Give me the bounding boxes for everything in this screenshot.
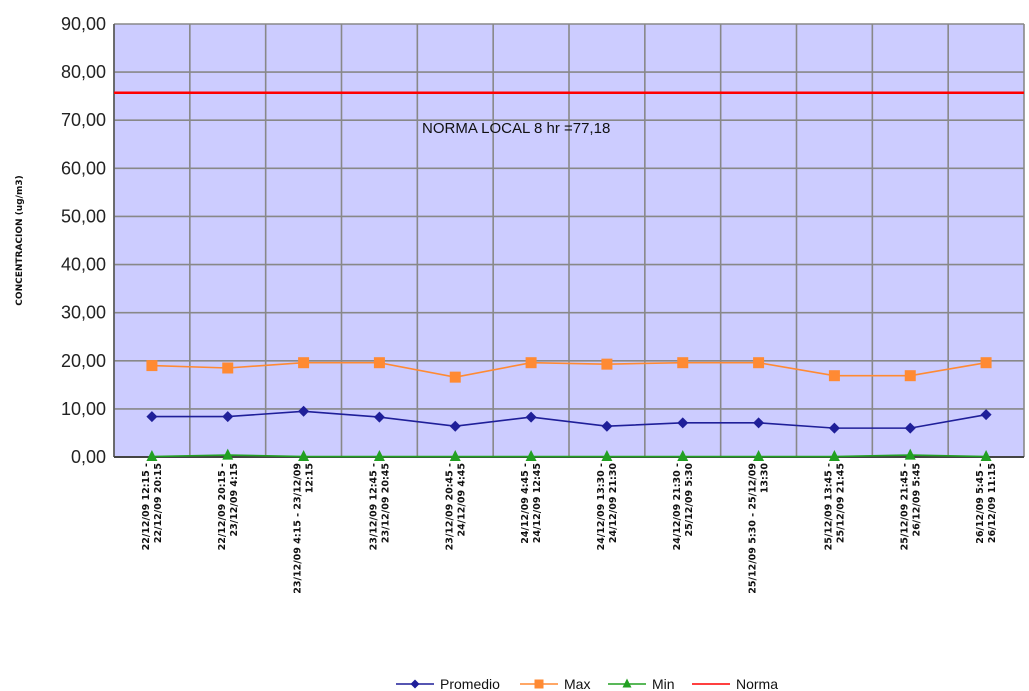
series-max — [146, 357, 992, 383]
data-point — [677, 357, 689, 369]
data-point — [828, 422, 840, 434]
data-point — [601, 450, 613, 462]
y-tick-label: 10,00 — [61, 399, 106, 419]
data-point — [410, 679, 420, 689]
x-tick-label: 25/12/09 13:45 -25/12/09 21:45 — [823, 463, 846, 550]
svg-text:26/12/09 5:45 -26/12/09 11:15: 26/12/09 5:45 -26/12/09 11:15 — [975, 463, 998, 544]
data-point — [146, 360, 158, 372]
series-min — [146, 448, 992, 462]
data-point — [222, 448, 234, 460]
x-tick-label: 25/12/09 5:30 - 25/12/0913:30 — [748, 463, 771, 594]
data-point — [449, 450, 461, 462]
data-point — [980, 450, 992, 462]
data-point — [298, 405, 310, 417]
y-axis: 0,00 10,00 20,00 30,00 40,00 50,00 60,00 70,00 8… — [15, 14, 115, 467]
svg-text:23/12/09 12:45 -23/12/09 20:45: 23/12/09 12:45 -23/12/09 20:45 — [368, 463, 391, 550]
y-tick-label: 80,00 — [61, 62, 106, 82]
data-point — [828, 450, 840, 462]
svg-text:22/12/09 20:15 -23/12/09 4:15: 22/12/09 20:15 -23/12/09 4:15 — [217, 463, 240, 550]
data-point — [373, 411, 385, 423]
data-point — [753, 417, 765, 429]
y-tick-label: 30,00 — [61, 303, 106, 323]
legend-label: Norma — [736, 676, 778, 691]
y-tick-label: 0,00 — [71, 447, 106, 467]
series-promedio — [146, 405, 992, 434]
y-tick-label: 40,00 — [61, 255, 106, 275]
y-tick-label: 70,00 — [61, 110, 106, 130]
data-point — [222, 362, 234, 374]
series-layer — [146, 357, 992, 462]
legend-item-min: Min — [608, 676, 675, 691]
legend: Promedio Max Min Norma — [396, 676, 778, 691]
data-point — [753, 450, 765, 462]
data-point — [980, 409, 992, 421]
legend-label: Min — [652, 676, 675, 691]
x-tick-label: 22/12/09 12:15 -22/12/09 20:15 — [141, 463, 164, 550]
data-point — [525, 357, 537, 369]
data-point — [146, 411, 158, 423]
series-line — [151, 410, 987, 429]
data-point — [622, 678, 632, 688]
x-tick-label: 24/12/09 13:30 -24/12/09 21:30 — [596, 463, 619, 551]
y-axis-title: CONCENTRACION (ug/m3) — [15, 175, 25, 305]
svg-text:25/12/09 21:45 -26/12/09 5:45: 25/12/09 21:45 -26/12/09 5:45 — [899, 463, 922, 550]
data-point — [980, 357, 992, 369]
svg-text:24/12/09 21:30 -25/12/09 5:30: 24/12/09 21:30 -25/12/09 5:30 — [672, 463, 695, 551]
y-tick-label: 90,00 — [61, 14, 106, 34]
data-point — [525, 411, 537, 423]
svg-text:22/12/09 12:15 -22/12/09 20:15: 22/12/09 12:15 -22/12/09 20:15 — [141, 463, 164, 550]
svg-text:25/12/09 13:45 -25/12/09 21:45: 25/12/09 13:45 -25/12/09 21:45 — [823, 463, 846, 550]
legend-item-max: Max — [520, 676, 590, 691]
data-point — [601, 358, 613, 370]
data-point — [449, 420, 461, 432]
data-point — [525, 450, 537, 462]
x-tick-label: 23/12/09 12:45 -23/12/09 20:45 — [368, 463, 391, 550]
data-point — [534, 679, 544, 689]
svg-text:25/12/09 5:30 - 25/12/0913:30: 25/12/09 5:30 - 25/12/0913:30 — [748, 463, 771, 594]
data-point — [373, 450, 385, 462]
legend-label: Max — [564, 676, 590, 691]
data-point — [904, 370, 916, 382]
data-point — [373, 357, 385, 369]
svg-text:24/12/09 13:30 -24/12/09 21:30: 24/12/09 13:30 -24/12/09 21:30 — [596, 463, 619, 551]
data-point — [677, 417, 689, 429]
data-point — [449, 371, 461, 383]
x-axis: 22/12/09 12:15 -22/12/09 20:15 22/12/09 2… — [114, 456, 1024, 594]
norma-annotation: NORMA LOCAL 8 hr =77,18 — [422, 120, 610, 137]
data-point — [298, 357, 310, 369]
data-point — [677, 450, 689, 462]
svg-text:24/12/09 4:45 -24/12/09 12:45: 24/12/09 4:45 -24/12/09 12:45 — [520, 463, 543, 544]
x-tick-label: 26/12/09 5:45 -26/12/09 11:15 — [975, 463, 998, 544]
svg-text:23/12/09 4:15 - 23/12/0912:15: 23/12/09 4:15 - 23/12/0912:15 — [293, 463, 316, 594]
x-tick-label: 22/12/09 20:15 -23/12/09 4:15 — [217, 463, 240, 550]
y-tick-label: 60,00 — [61, 158, 106, 178]
legend-item-promedio: Promedio — [396, 676, 500, 691]
data-point — [222, 411, 234, 423]
legend-label: Promedio — [440, 676, 500, 691]
y-tick-label: 20,00 — [61, 351, 106, 371]
annotation-layer: NORMA LOCAL 8 hr =77,18 — [114, 91, 1024, 137]
data-point — [753, 357, 765, 369]
data-point — [601, 420, 613, 432]
x-tick-label: 23/12/09 20:45 -24/12/09 4:45 — [444, 463, 467, 550]
data-point — [298, 450, 310, 462]
data-point — [828, 370, 840, 382]
legend-item-norma: Norma — [692, 676, 778, 691]
data-point — [146, 450, 158, 462]
svg-text:23/12/09 20:45 -24/12/09 4:45: 23/12/09 20:45 -24/12/09 4:45 — [444, 463, 467, 550]
series-line — [151, 454, 987, 458]
x-tick-label: 25/12/09 21:45 -26/12/09 5:45 — [899, 463, 922, 550]
data-point — [904, 448, 916, 460]
series-line — [151, 361, 987, 378]
x-tick-label: 24/12/09 21:30 -25/12/09 5:30 — [672, 463, 695, 551]
data-point — [904, 422, 916, 434]
x-tick-label: 24/12/09 4:45 -24/12/09 12:45 — [520, 463, 543, 544]
y-tick-label: 50,00 — [61, 206, 106, 226]
x-tick-label: 23/12/09 4:15 - 23/12/0912:15 — [293, 463, 316, 594]
